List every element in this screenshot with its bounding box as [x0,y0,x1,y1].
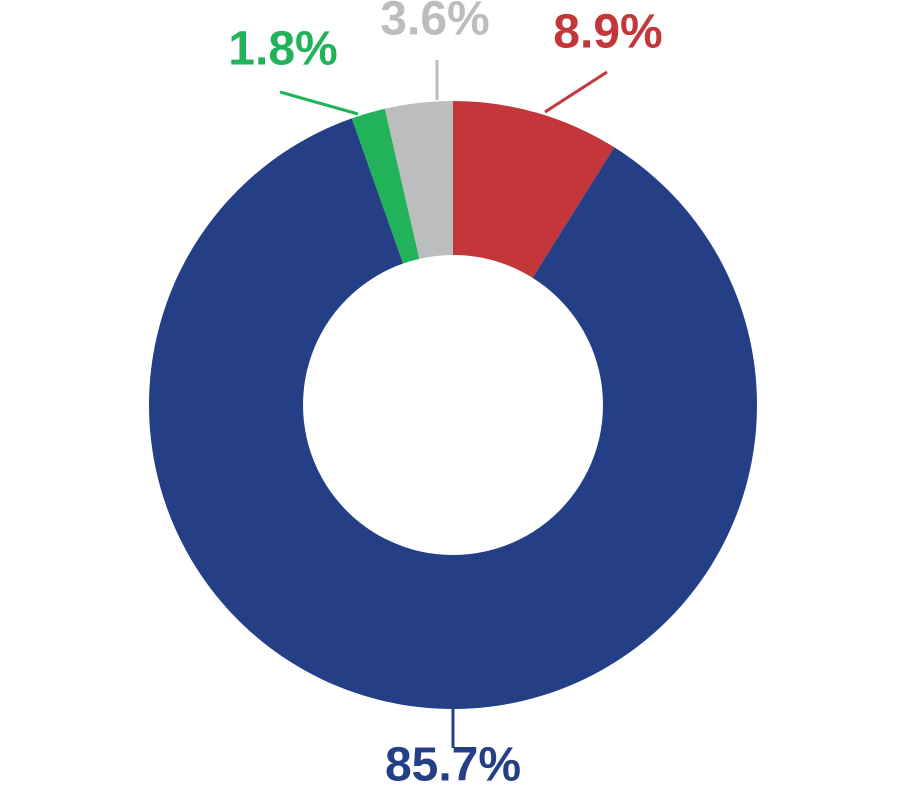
value-label: 3.6% [380,0,489,46]
leader-line [279,90,359,116]
donut-slice [384,101,453,259]
leader-line [544,70,608,114]
value-label: 85.7% [385,739,521,792]
donut-slice [148,118,757,710]
donut-slice [453,101,615,278]
value-label: 1.8% [228,23,337,76]
value-label: 8.9% [553,6,662,59]
donut-slice [351,108,420,264]
